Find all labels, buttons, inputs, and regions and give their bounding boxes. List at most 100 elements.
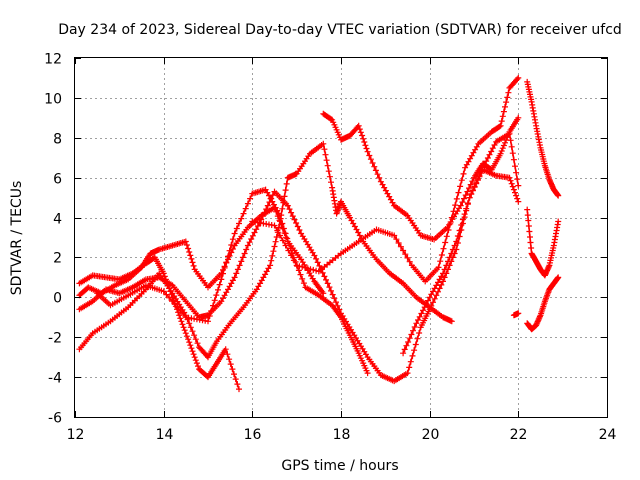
data-point-interp xyxy=(280,225,287,232)
data-point-interp xyxy=(321,273,328,280)
data-point-interp xyxy=(473,179,480,186)
data-point-interp xyxy=(411,347,418,354)
data-point-interp xyxy=(331,295,338,302)
data-point-interp xyxy=(469,178,476,185)
data-point-interp xyxy=(452,202,459,209)
data-point-interp xyxy=(282,230,289,237)
data-point xyxy=(426,306,433,313)
data-point-interp xyxy=(229,236,236,243)
data-point xyxy=(515,198,522,205)
x-tick-label: 22 xyxy=(510,427,528,443)
data-point-interp xyxy=(359,132,366,139)
data-point-interp xyxy=(248,236,255,242)
x-tick-label: 24 xyxy=(599,427,617,443)
data-point-interp xyxy=(187,324,194,331)
data-point-interp xyxy=(189,259,196,266)
data-point-interp xyxy=(328,116,334,123)
data-point-interp xyxy=(216,281,223,288)
data-point-interp xyxy=(289,213,296,220)
data-point-interp xyxy=(310,266,317,273)
series-track-d xyxy=(76,166,522,385)
data-point xyxy=(515,310,522,317)
data-point-interp xyxy=(186,320,193,327)
data-point xyxy=(311,252,318,259)
data-point-interp xyxy=(234,266,241,273)
data-point-interp xyxy=(467,181,474,188)
data-point-interp xyxy=(220,270,226,277)
data-point-interp xyxy=(333,299,339,306)
data-point-interp xyxy=(323,157,330,164)
data-point-interp xyxy=(471,183,478,190)
data-point-interp xyxy=(261,209,268,216)
data-point-interp xyxy=(415,317,421,323)
data-point-interp xyxy=(324,162,331,169)
data-point-interp xyxy=(328,179,334,186)
data-point-interp xyxy=(533,125,540,132)
data-point-interp xyxy=(279,237,286,244)
data-point xyxy=(160,288,167,295)
data-point-interp xyxy=(369,160,376,166)
data-point-interp xyxy=(455,189,462,196)
y-tick-label: 10 xyxy=(44,92,62,108)
data-point xyxy=(244,242,251,249)
data-point-interp xyxy=(499,145,506,152)
data-point-interp xyxy=(233,270,240,277)
data-point-interp xyxy=(505,89,512,96)
data-point-interp xyxy=(274,227,281,234)
data-point-interp xyxy=(361,139,368,145)
data-point-interp xyxy=(193,360,200,367)
data-point-interp xyxy=(272,238,279,245)
data-point-interp xyxy=(326,173,333,180)
data-point-interp xyxy=(357,129,364,136)
data-point-interp xyxy=(227,361,234,368)
data-point-interp xyxy=(282,242,289,249)
data-point-interp xyxy=(169,298,175,305)
plot-frame xyxy=(74,57,608,418)
data-point-interp xyxy=(474,175,481,182)
data-point-interp xyxy=(268,257,275,264)
data-point xyxy=(440,278,446,285)
data-point-interp xyxy=(489,145,496,152)
data-point xyxy=(448,318,455,325)
data-point-interp xyxy=(243,246,250,253)
data-point-interp xyxy=(425,297,431,304)
data-point-interp xyxy=(509,150,516,157)
data-point-interp xyxy=(527,239,534,246)
data-point xyxy=(267,262,274,269)
data-point-interp xyxy=(478,168,485,175)
data-point-interp xyxy=(304,265,311,272)
data-point-interp xyxy=(297,271,304,278)
data-point xyxy=(440,270,446,277)
data-point-interp xyxy=(264,202,271,209)
y-tick-label: 6 xyxy=(53,172,62,188)
data-point-interp xyxy=(307,266,314,273)
data-point-interp xyxy=(313,255,320,262)
data-point-interp xyxy=(481,161,488,168)
data-point-interp xyxy=(445,227,452,233)
data-point-interp xyxy=(163,291,170,298)
series-track-h xyxy=(400,130,522,357)
data-point-interp xyxy=(166,294,173,301)
data-point-interp xyxy=(488,148,495,155)
data-point-interp xyxy=(509,183,516,190)
data-point-interp xyxy=(233,225,240,232)
data-point-interp xyxy=(514,76,521,83)
data-point-interp xyxy=(446,254,453,261)
data-point-interp xyxy=(530,107,537,114)
data-point-interp xyxy=(277,215,284,222)
x-axis-label: GPS time / hours xyxy=(281,458,398,474)
data-point xyxy=(324,280,331,287)
data-point-interp xyxy=(508,180,515,187)
y-tick-label: 8 xyxy=(53,132,62,148)
data-point-interp xyxy=(206,313,213,319)
data-point-interp xyxy=(249,232,256,239)
data-point-interp xyxy=(242,205,249,212)
data-point-interp xyxy=(451,242,458,249)
data-point xyxy=(187,342,194,349)
data-point-interp xyxy=(528,245,535,251)
data-point-interp xyxy=(512,189,518,196)
data-point-interp xyxy=(441,274,448,281)
data-point xyxy=(222,346,229,353)
data-point xyxy=(236,386,242,393)
data-point-interp xyxy=(469,187,476,194)
